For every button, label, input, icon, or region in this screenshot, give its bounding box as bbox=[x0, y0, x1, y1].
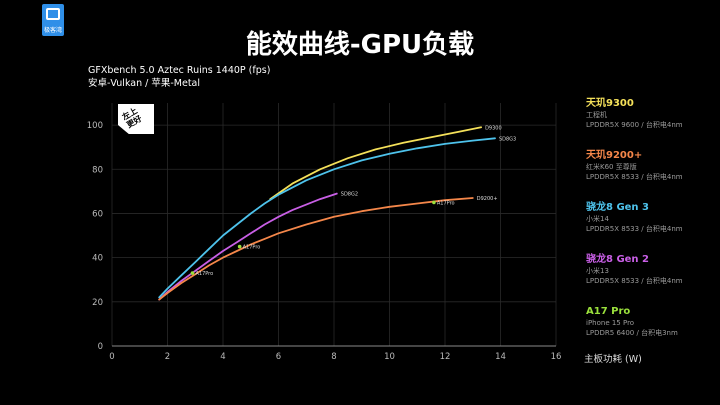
legend-detail: LPDDR5X 8533 / 台积电4nm bbox=[586, 173, 683, 181]
legend-name: 骁龙8 Gen 2 bbox=[586, 254, 649, 265]
x-tick-label: 12 bbox=[440, 352, 451, 362]
x-tick-label: 8 bbox=[331, 352, 336, 362]
series-end-label: SD8G2 bbox=[341, 192, 358, 198]
legend-detail: LPDDR5X 8533 / 台积电4nm bbox=[586, 225, 683, 233]
legend-detail: 红米K60 至尊版 bbox=[586, 163, 637, 171]
series-line-d9300 bbox=[269, 126, 483, 201]
x-tick-label: 16 bbox=[551, 352, 562, 362]
x-axis-label: 主板功耗 (W) bbox=[584, 353, 642, 365]
legend-detail: iPhone 15 Pro bbox=[586, 319, 635, 327]
x-tick-label: 0 bbox=[109, 352, 114, 362]
x-tick-label: 10 bbox=[384, 352, 395, 362]
y-tick-label: 60 bbox=[92, 209, 103, 219]
chart-legend: 天玑9300 工程机 LPDDR5X 9600 / 台积电4nm 天玑9200+ 红米K… bbox=[586, 98, 716, 358]
series-line-d9200p bbox=[158, 197, 474, 301]
a17pro-point bbox=[190, 271, 195, 275]
logo-text: 极客湾 bbox=[43, 27, 62, 34]
legend-item: 骁龙8 Gen 3 小米14 LPDDR5X 8533 / 台积电4nm bbox=[586, 202, 716, 254]
chart-subtitle: 安卓-Vulkan / 苹果-Metal bbox=[88, 78, 201, 89]
chart-title: GFXbench 5.0 Aztec Ruins 1440P (fps) bbox=[88, 65, 271, 76]
series-end-label: SD8G3 bbox=[499, 136, 516, 142]
page-title: 能效曲线-GPU负载 bbox=[245, 30, 475, 60]
a17pro-point bbox=[432, 200, 436, 205]
legend-item: 天玑9200+ 红米K60 至尊版 LPDDR5X 8533 / 台积电4nm bbox=[586, 150, 716, 202]
series-line-sd8g3 bbox=[158, 137, 496, 299]
legend-detail: LPDDR5X 8533 / 台积电4nm bbox=[586, 277, 683, 285]
a17pro-point bbox=[237, 244, 242, 249]
series-end-label: D9200+ bbox=[477, 196, 498, 202]
y-tick-label: 40 bbox=[92, 254, 103, 264]
y-tick-label: 100 bbox=[87, 121, 103, 131]
brand-logo: 极客湾 bbox=[42, 4, 64, 36]
legend-item: A17 Pro iPhone 15 Pro LPDDR5 6400 / 台积电3nm bbox=[586, 306, 716, 358]
legend-name: A17 Pro bbox=[586, 306, 631, 317]
logo-icon bbox=[46, 8, 60, 20]
series-end-label: D9300 bbox=[485, 125, 502, 131]
legend-detail: 小米13 bbox=[586, 267, 609, 275]
legend-detail: 小米14 bbox=[586, 215, 609, 223]
legend-item: 天玑9300 工程机 LPDDR5X 9600 / 台积电4nm bbox=[586, 98, 716, 150]
y-tick-label: 20 bbox=[92, 298, 103, 308]
legend-detail: LPDDR5 6400 / 台积电3nm bbox=[586, 329, 678, 337]
x-tick-label: 4 bbox=[220, 352, 225, 362]
legend-item: 骁龙8 Gen 2 小米13 LPDDR5X 8533 / 台积电4nm bbox=[586, 254, 716, 306]
a17pro-label: A17Pro bbox=[195, 271, 213, 277]
x-tick-label: 6 bbox=[276, 352, 281, 362]
chart-title-block: GFXbench 5.0 Aztec Ruins 1440P (fps) 安卓-… bbox=[88, 64, 270, 90]
legend-detail: LPDDR5X 9600 / 台积电4nm bbox=[586, 121, 683, 129]
a17pro-label: A17Pro bbox=[437, 200, 455, 206]
legend-detail: 工程机 bbox=[586, 111, 607, 119]
badge-background bbox=[118, 104, 154, 134]
a17pro-label: A17Pro bbox=[243, 245, 261, 251]
y-tick-label: 0 bbox=[98, 342, 103, 352]
x-tick-label: 14 bbox=[495, 352, 506, 362]
series-line-sd8g2 bbox=[158, 192, 338, 301]
x-tick-label: 2 bbox=[165, 352, 170, 362]
legend-name: 天玑9300 bbox=[586, 98, 634, 109]
legend-name: 骁龙8 Gen 3 bbox=[586, 202, 649, 213]
y-tick-label: 80 bbox=[92, 165, 103, 175]
top-left-better-badge: 左上 更好 bbox=[118, 104, 154, 134]
legend-name: 天玑9200+ bbox=[586, 150, 643, 161]
